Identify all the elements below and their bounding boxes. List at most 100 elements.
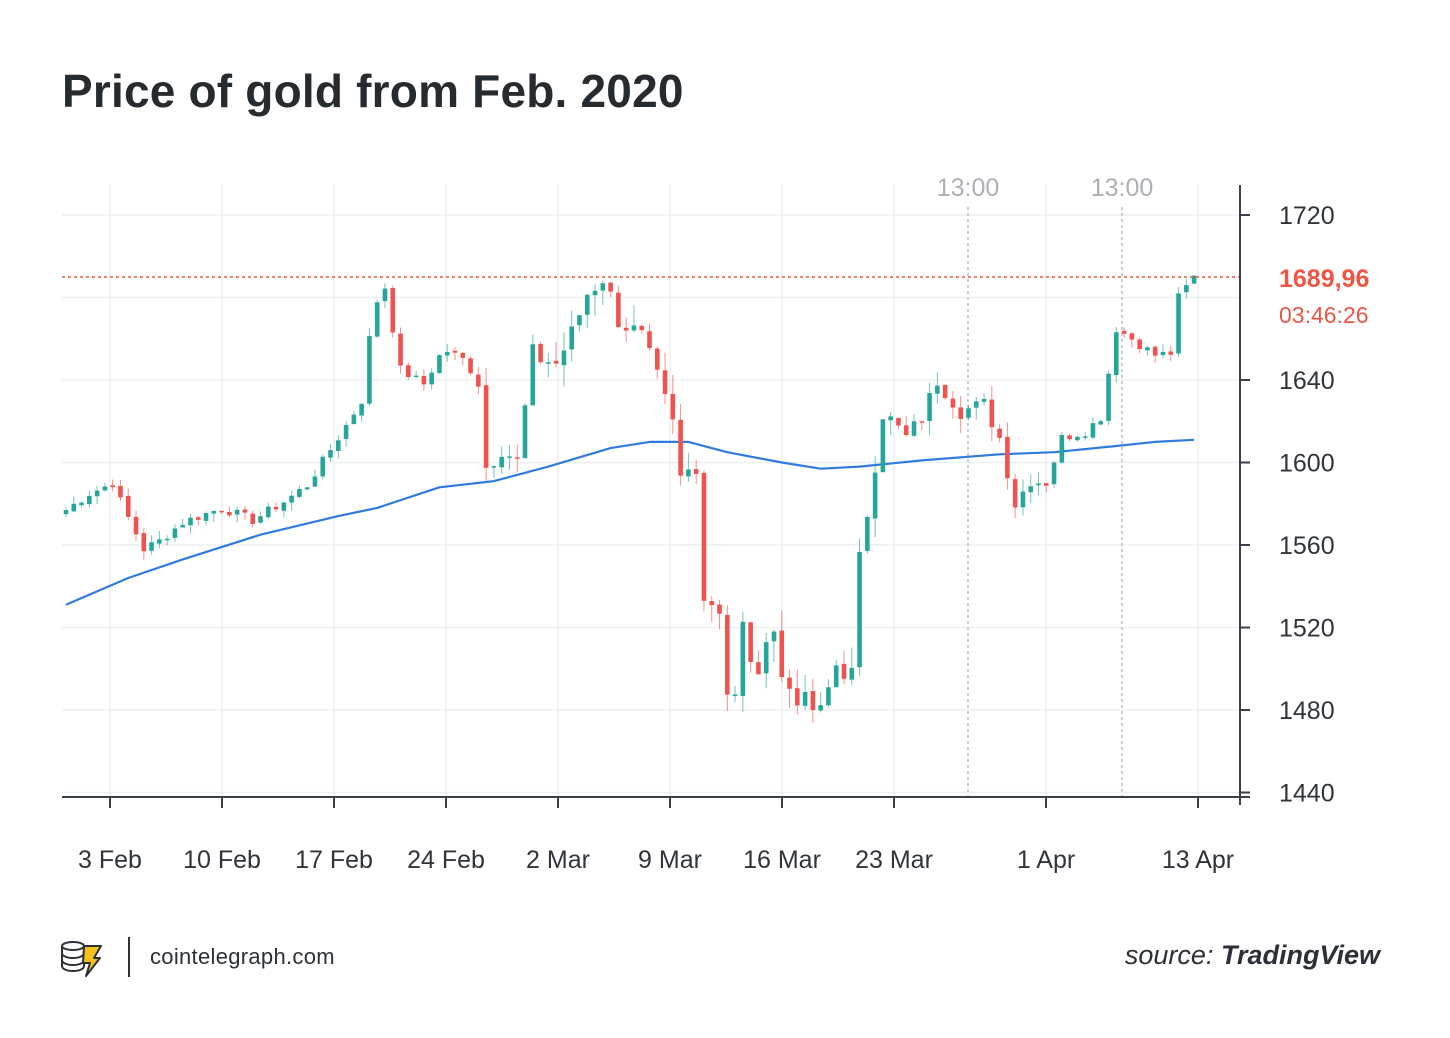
candles-layer xyxy=(63,275,1197,723)
candle-body xyxy=(125,495,131,517)
candle-body xyxy=(888,416,893,421)
candle xyxy=(538,341,543,365)
candle-body xyxy=(1028,486,1034,493)
candle-body xyxy=(717,604,722,614)
candle xyxy=(748,621,753,673)
candle-body xyxy=(94,490,100,497)
candle-body xyxy=(826,687,831,706)
candle xyxy=(242,506,248,520)
site-name[interactable]: cointelegraph.com xyxy=(150,944,335,969)
candle xyxy=(981,393,987,406)
candle xyxy=(476,367,481,395)
candle xyxy=(561,332,567,387)
candle-body xyxy=(1043,483,1049,486)
candle-body xyxy=(1067,435,1072,440)
candle-body xyxy=(320,456,326,477)
candle-body xyxy=(756,662,761,675)
candle-body xyxy=(172,528,178,538)
candle-body xyxy=(1121,330,1127,334)
candle-body xyxy=(771,631,777,642)
candle xyxy=(600,280,606,306)
candle xyxy=(833,660,839,688)
candle-body xyxy=(639,325,645,331)
candle xyxy=(343,421,349,448)
candle xyxy=(390,285,396,338)
candle xyxy=(639,324,645,334)
candle xyxy=(289,490,294,511)
candle xyxy=(219,510,224,515)
candle-body xyxy=(833,665,839,688)
candle-body xyxy=(818,705,823,711)
candle-body xyxy=(1036,483,1041,486)
candle xyxy=(203,511,209,526)
candle-body xyxy=(507,456,512,458)
candle-body xyxy=(483,385,489,468)
candle-body xyxy=(79,502,84,506)
candle-body xyxy=(227,511,232,516)
candle-body xyxy=(631,325,637,331)
candle-body xyxy=(686,469,691,477)
candle-body xyxy=(133,516,139,535)
candle-body xyxy=(795,688,800,706)
candle xyxy=(623,317,629,342)
candle xyxy=(1028,474,1034,504)
overlay-layer: 13:00 13:00 1689,96 03:46:26 xyxy=(62,174,1369,328)
candle xyxy=(406,362,411,380)
candle-body xyxy=(406,365,411,378)
candle-body xyxy=(1152,346,1158,356)
candle-body xyxy=(351,414,357,424)
candle xyxy=(826,679,831,708)
candle xyxy=(211,510,217,522)
candle xyxy=(569,310,574,362)
candle xyxy=(1168,346,1174,362)
candle xyxy=(250,510,256,528)
candle-body xyxy=(942,384,948,399)
candle-body xyxy=(118,485,123,498)
candle xyxy=(281,501,287,518)
candle xyxy=(997,424,1002,443)
candle xyxy=(763,632,769,689)
candle-body xyxy=(289,495,294,503)
candle xyxy=(63,507,69,518)
moving-average-line xyxy=(65,438,1195,606)
candle-body xyxy=(623,327,629,331)
candle xyxy=(336,434,341,459)
candle xyxy=(118,480,123,502)
candle-body xyxy=(1184,285,1189,293)
candle-body xyxy=(437,355,442,374)
candle-body xyxy=(530,344,536,406)
candle-body xyxy=(444,352,450,356)
candle-body xyxy=(810,691,816,711)
candle xyxy=(686,452,691,482)
candle xyxy=(795,669,800,715)
candle-body xyxy=(203,513,209,521)
candle xyxy=(1145,346,1150,356)
candle xyxy=(779,610,785,682)
candle xyxy=(530,334,536,406)
candle xyxy=(460,352,466,366)
candle-body xyxy=(164,538,170,541)
candle xyxy=(1106,370,1111,426)
candle-body xyxy=(1137,339,1142,349)
candle xyxy=(911,414,917,438)
x-tick-label: 17 Feb xyxy=(295,846,373,874)
candle-body xyxy=(608,282,613,292)
candle-body xyxy=(989,399,995,428)
candle xyxy=(927,382,932,436)
source-credit: source: TradingView xyxy=(1125,940,1380,971)
candle xyxy=(172,524,178,542)
candle-body xyxy=(63,510,69,515)
candle-body xyxy=(273,506,279,510)
candle-body xyxy=(421,375,427,385)
candle-body xyxy=(1012,479,1018,508)
candle-body xyxy=(250,513,256,524)
footer-branding: cointelegraph.com xyxy=(60,936,335,978)
source-name: TradingView xyxy=(1220,940,1380,970)
candle-body xyxy=(1160,351,1166,356)
candle-body xyxy=(779,630,785,677)
candle-body xyxy=(616,292,621,328)
candle xyxy=(304,487,310,491)
candle-body xyxy=(903,425,909,436)
candle xyxy=(989,385,995,442)
candle-body xyxy=(188,517,193,526)
